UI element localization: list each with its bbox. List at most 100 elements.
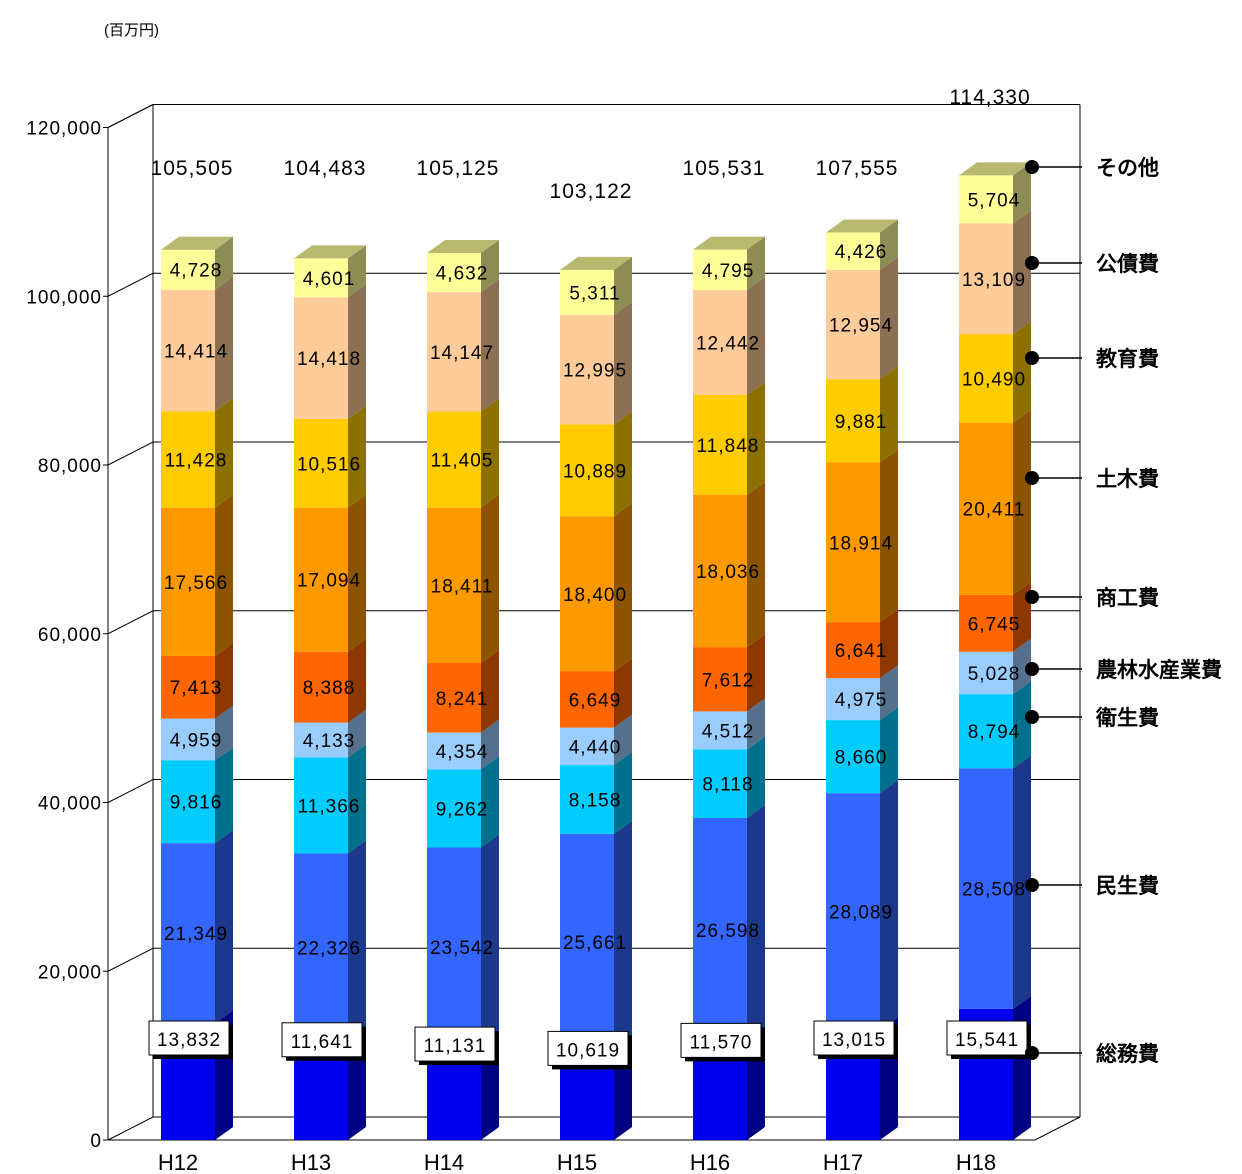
bar-segment-side [215,276,233,412]
gridline [107,441,1080,466]
bar-segment-side [215,705,233,761]
bar-top [427,240,499,254]
bar-segment-front [693,290,747,396]
bar-segment-side [1013,409,1031,595]
value-label-box [680,1022,762,1058]
legend-dot [1025,590,1039,604]
bar-segment-front [959,768,1013,1009]
value-label: 22,326 [297,939,361,960]
value-label: 6,649 [569,691,622,712]
gridline [107,947,1080,972]
x-tick-label: H12 [158,1150,198,1174]
bar-segment-side [481,719,499,770]
bar-segment-side [1013,321,1031,423]
value-label: 18,036 [696,562,760,583]
bar-top [693,236,765,250]
bar-segment-front [693,494,747,648]
value-label: 17,566 [164,573,228,594]
value-label: 28,508 [962,880,1026,901]
y-tick-label: 40,000 [38,794,102,815]
value-label: 4,795 [702,261,755,282]
value-label-box [946,1020,1028,1056]
value-label: 14,147 [430,343,494,364]
bar-segment-front [826,622,880,679]
bar-segment-side [215,642,233,719]
value-label: 10,889 [563,461,627,482]
value-label: 13,015 [822,1030,886,1051]
value-label: 18,400 [563,585,627,606]
bar-segment-front [427,411,481,508]
y-tick-label: 60,000 [38,625,102,646]
total-label: 105,531 [683,157,766,180]
bar-segment-front [560,314,614,425]
value-label-box [148,1020,230,1056]
bar-segment-front [560,269,614,315]
value-label: 6,745 [968,614,1021,635]
bar-segment-side [880,366,898,463]
bar-segment-side [747,736,765,818]
legend-label: 商工費 [1096,586,1159,610]
legend-dot [1025,471,1039,485]
bar-segment-side [880,219,898,270]
bar-segment-side [880,609,898,679]
bar-segment-side [747,698,765,750]
value-label: 21,349 [164,924,228,945]
total-label: 103,122 [550,180,633,203]
value-label: 10,619 [556,1040,620,1061]
value-label: 7,612 [702,670,755,691]
value-label: 9,816 [170,793,223,814]
bar-segment-front [959,175,1013,224]
value-label: 5,704 [968,190,1021,211]
bar-top [560,256,632,270]
bar-segment-front [161,843,215,1024]
bar-segment-side [614,256,632,315]
legend-label: 総務費 [1096,1042,1159,1066]
bar-segment-front [427,769,481,848]
bar-segment-side [481,834,499,1047]
value-label: 11,405 [431,451,494,472]
value-label: 4,601 [303,269,356,290]
bar-segment-side [614,411,632,517]
bar-segment-front [294,258,348,298]
bar-segment-side [614,820,632,1051]
bar-segment-front [294,651,348,723]
y-tick-label: 80,000 [38,456,102,477]
bar-segment-side [614,301,632,425]
bar-segment-side [747,804,765,1043]
bar-segment-front [294,507,348,652]
value-label: 23,542 [430,938,494,959]
bar-segment-front [959,422,1013,595]
bar-segment-front [560,727,614,766]
value-label: 26,598 [696,921,760,942]
value-label: 8,241 [436,689,489,710]
gridline [107,272,1080,297]
legend-label: 民生費 [1096,874,1159,898]
bar-segment-front [560,671,614,728]
y-tick-label: 20,000 [38,962,102,983]
value-label: 9,262 [436,799,489,820]
bar-segment-front [294,722,348,758]
value-label: 14,418 [297,349,361,370]
bar-segment-front [693,647,747,712]
bar-segment-front [427,732,481,770]
x-tick-label: H13 [291,1150,331,1174]
value-label: 11,641 [291,1032,354,1053]
bar-segment-front [161,507,215,656]
bar-segment-side [1013,210,1031,335]
x-tick-label: H16 [690,1150,730,1174]
bar-segment-side [348,709,366,758]
bar-segment-side [880,665,898,721]
total-label: 105,505 [151,157,234,180]
bar-segment-side [348,245,366,298]
bar-segment-front [161,289,215,412]
legend-dot [1025,160,1039,174]
y-tick-label: 0 [90,1131,102,1152]
gridline [107,779,1080,803]
bar-segment-front [560,516,614,672]
x-tick-label: H17 [823,1150,863,1174]
total-label: 104,483 [284,157,367,180]
bar-segment-front [693,395,747,495]
bar-segment-side [215,747,233,844]
gridline [107,610,1080,635]
